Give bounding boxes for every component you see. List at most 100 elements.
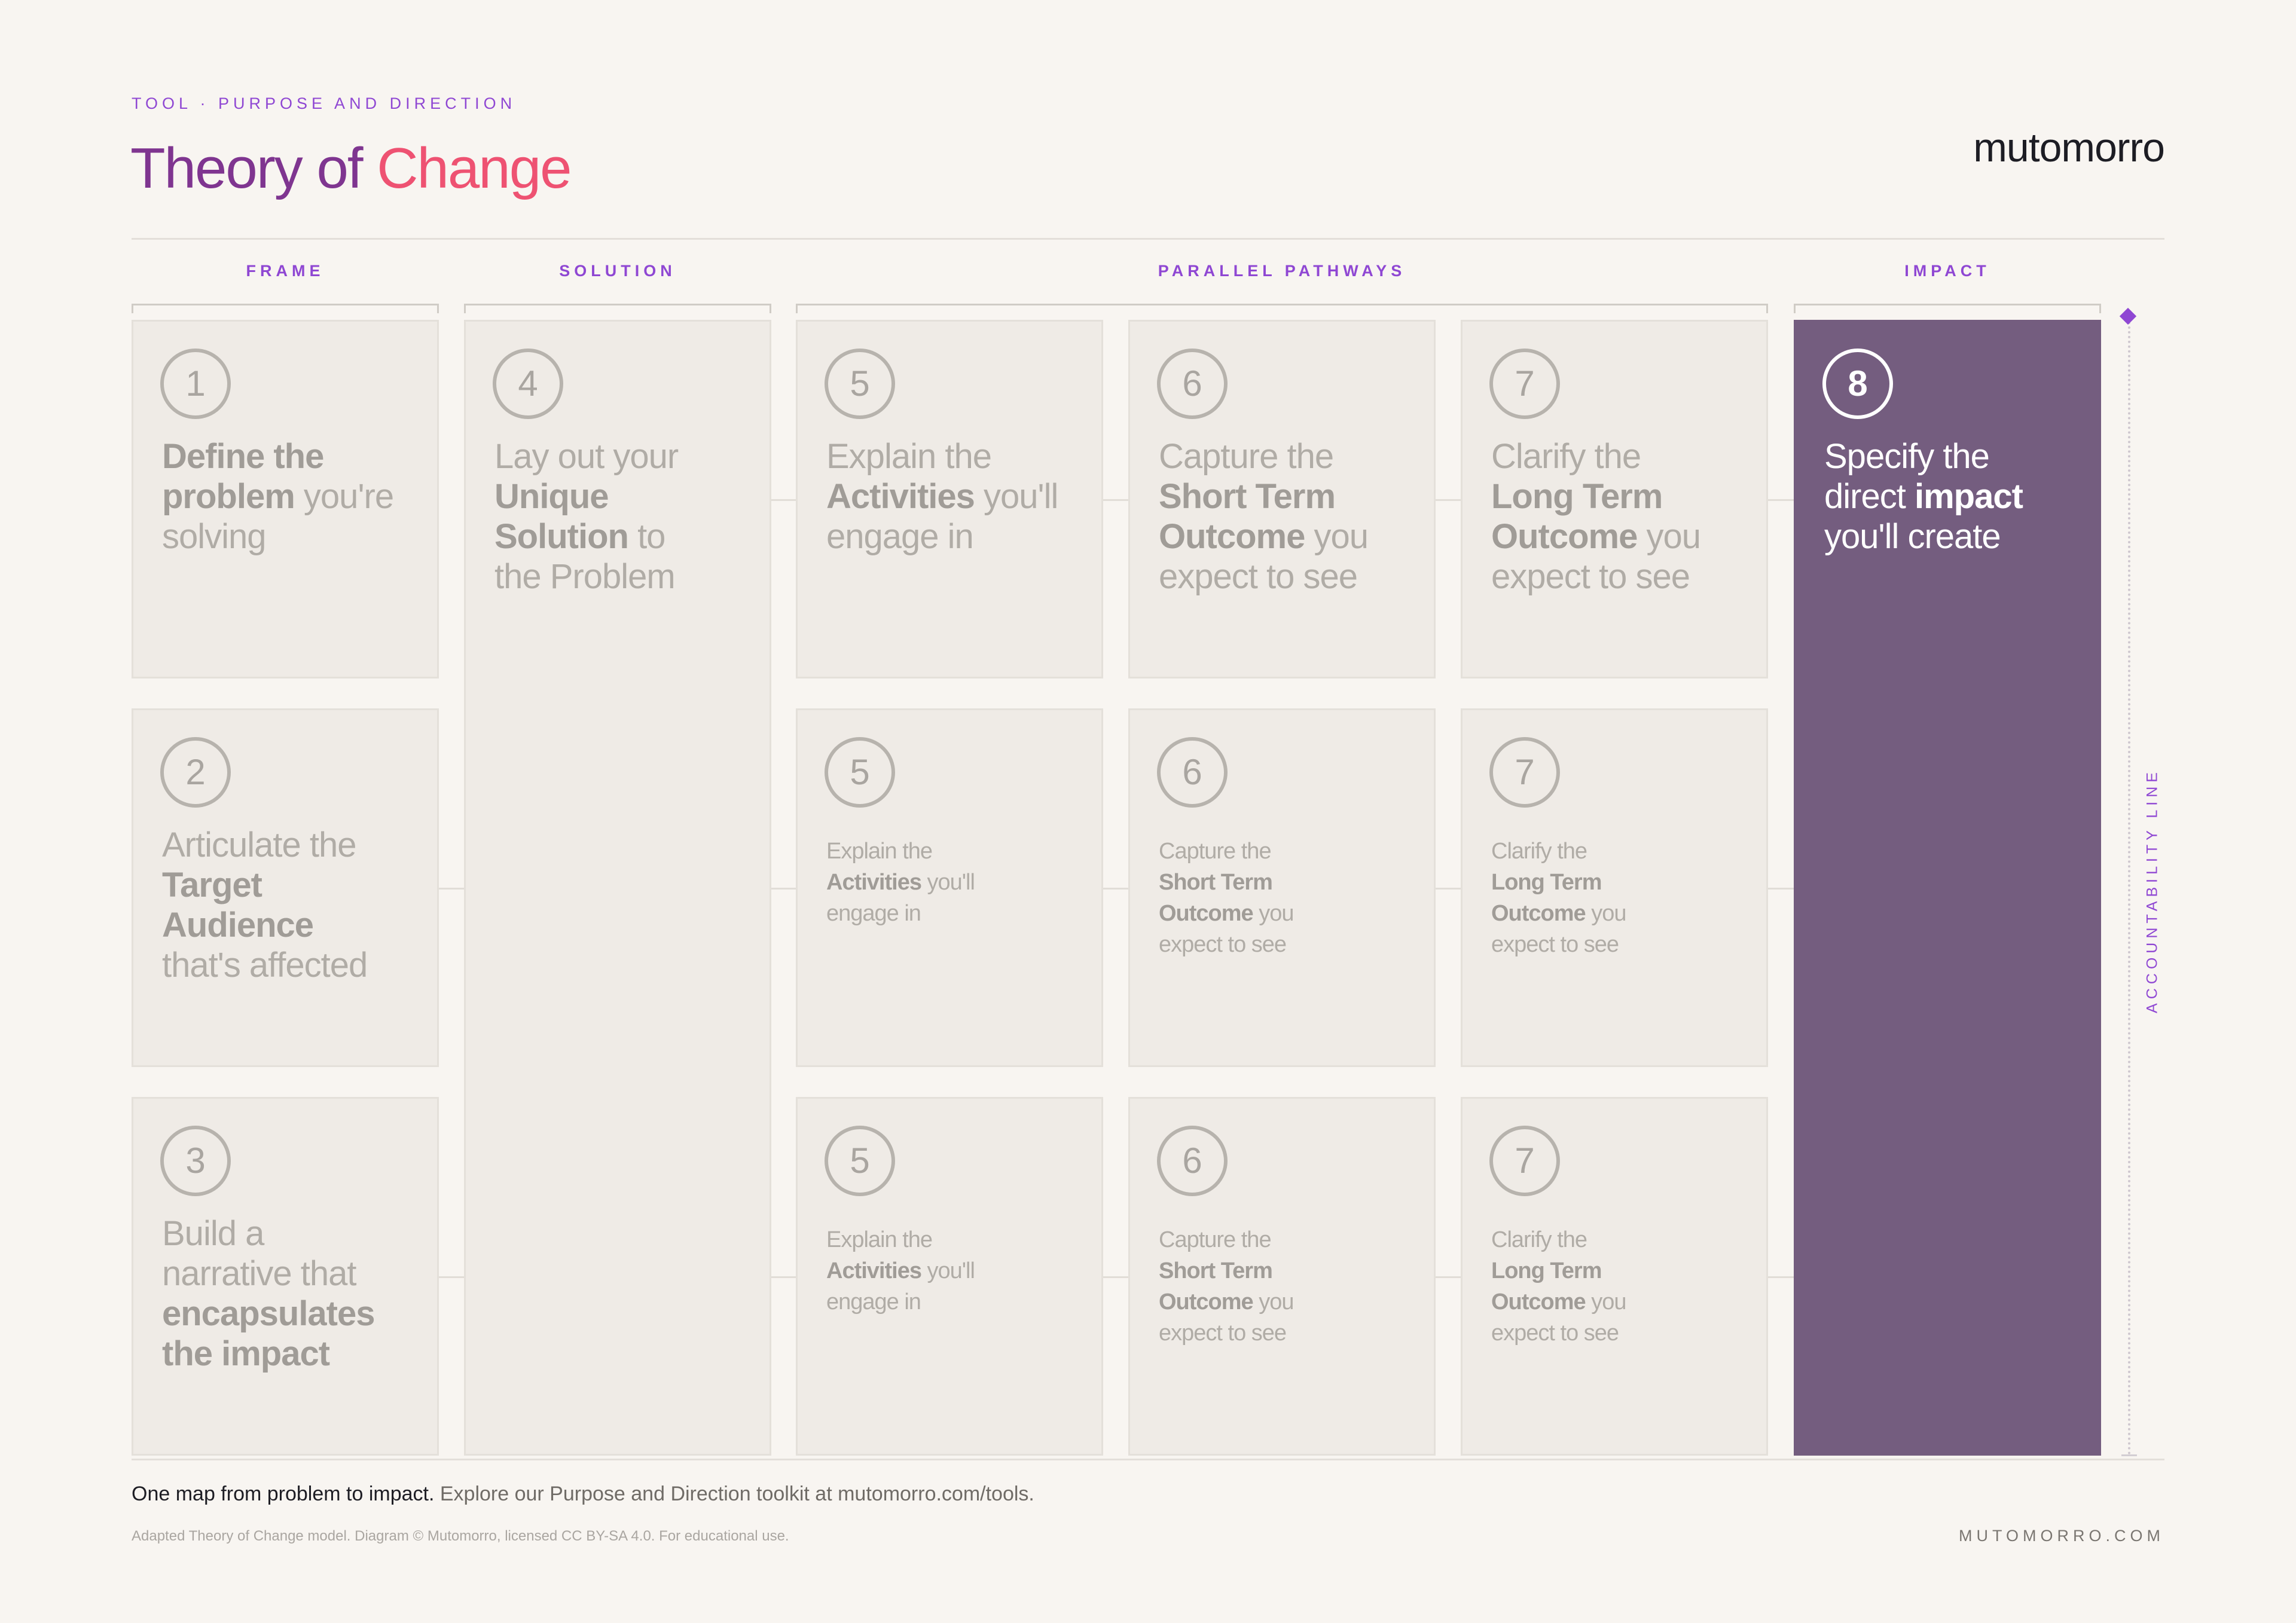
emphasis: Outcome <box>1491 517 1638 556</box>
bracket-frame <box>132 304 439 313</box>
connector <box>1768 499 1794 501</box>
step-text-line: Solution to <box>494 516 752 557</box>
step-box-4-unique-solution: 4 Lay out your Unique Solution to the Probl… <box>464 320 771 1456</box>
text-segment: Lay out your <box>494 437 679 476</box>
text-segment: Capture the <box>1159 437 1334 476</box>
step-text-line: solving <box>162 516 419 557</box>
step-text-line: problem you're <box>162 476 419 516</box>
step-text-line: Articulate the <box>162 825 419 865</box>
emphasis: the impact <box>162 1334 330 1373</box>
text-segment: narrative that <box>162 1254 357 1293</box>
footer-lead: One map from problem to impact. Explore … <box>132 1483 1034 1506</box>
footer-lead-rest: Explore our Purpose and Direction toolki… <box>434 1483 1034 1505</box>
text-segment: Articulate the <box>162 826 357 864</box>
accountability-line-end <box>2121 1454 2137 1456</box>
step-text-line: Capture the <box>1159 436 1416 476</box>
step-number-4: 4 <box>493 349 563 419</box>
step-text-line: Define the <box>162 436 419 476</box>
connector <box>1103 499 1128 501</box>
text-segment: expect to see <box>1491 1321 1619 1346</box>
text-segment: Capture the <box>1159 839 1272 864</box>
emphasis: Long Term <box>1491 870 1602 895</box>
text-segment: Specify the <box>1824 437 1990 476</box>
step-number-3: 3 <box>160 1126 231 1196</box>
connector <box>1436 1276 1461 1278</box>
group-label-frame: FRAME <box>246 262 325 280</box>
step-text: Lay out your Unique Solution to the Problem <box>494 436 752 597</box>
text-segment: you'll <box>921 870 975 895</box>
bracket-parallel-pathways <box>796 304 1768 313</box>
step-text-line: Long Term <box>1491 867 1748 898</box>
step-number-5: 5 <box>825 349 895 419</box>
step-text-line: Target <box>162 865 419 905</box>
text-segment: you'll create <box>1824 517 2001 556</box>
step-text-line: expect to see <box>1491 1318 1748 1349</box>
text-segment: engage in <box>826 1289 921 1315</box>
accountability-line <box>2128 317 2130 1456</box>
step-text: Capture the Short Term Outcome you expect t… <box>1159 436 1416 597</box>
accountability-label: ACCOUNTABILITY LINE <box>2144 768 2161 1013</box>
step-text-line: Build a <box>162 1214 419 1254</box>
step-text-line: Outcome you <box>1491 1286 1748 1318</box>
step-box-6-short-term-outcome: 6 Capture the Short Term Outcome you expect… <box>1128 320 1436 678</box>
step-text-line: engage in <box>826 1286 1083 1318</box>
text-segment: the Problem <box>494 557 676 596</box>
step-text: Clarify the Long Term Outcome you expect to… <box>1491 836 1748 960</box>
emphasis: impact <box>1914 477 2023 516</box>
step-number-6: 6 <box>1157 1126 1228 1196</box>
step-box-5-activities: 5 Explain the Activities you'll engage in <box>796 708 1103 1067</box>
step-text-line: Lay out your <box>494 436 752 476</box>
step-text-line: expect to see <box>1159 557 1416 597</box>
bottom-divider <box>132 1459 2164 1460</box>
text-segment: you'll <box>974 477 1058 516</box>
emphasis: Target <box>162 866 262 904</box>
title-part-2: Change <box>362 136 572 200</box>
connector <box>1436 888 1461 890</box>
step-box-8-impact: 8 Specify the direct impact you'll create <box>1794 320 2101 1456</box>
step-text-line: encapsulates <box>162 1294 419 1334</box>
text-segment: you <box>1585 901 1626 926</box>
emphasis: Outcome <box>1491 901 1586 926</box>
step-text-line: Audience <box>162 905 419 945</box>
emphasis: Audience <box>162 906 314 945</box>
step-box-3-narrative: 3 Build a narrative that encapsulates the i… <box>132 1097 439 1456</box>
step-text-line: Short Term <box>1159 867 1416 898</box>
step-text-line: Unique <box>494 476 752 516</box>
step-text-line: Outcome you <box>1159 1286 1416 1318</box>
footer-lead-strong: One map from problem to impact. <box>132 1483 435 1505</box>
text-segment: you <box>1637 517 1701 556</box>
step-text-line: expect to see <box>1491 929 1748 960</box>
text-segment: engage in <box>826 517 974 556</box>
step-text-line: Activities you'll <box>826 476 1083 516</box>
text-segment: Explain the <box>826 839 933 864</box>
step-text-line: direct impact <box>1824 476 2081 516</box>
connector <box>439 888 464 890</box>
step-text-line: engage in <box>826 898 1083 929</box>
step-text-line: Clarify the <box>1491 836 1748 867</box>
connector <box>439 1276 464 1278</box>
step-text: Clarify the Long Term Outcome you expect to… <box>1491 1224 1748 1349</box>
emphasis: encapsulates <box>162 1294 375 1333</box>
step-text: Articulate the Target Audience that's affec… <box>162 825 419 985</box>
text-segment: you'll <box>921 1258 975 1283</box>
step-box-6-short-term-outcome: 6 Capture the Short Term Outcome you expect… <box>1128 1097 1436 1456</box>
emphasis: problem <box>162 477 295 516</box>
connector <box>1436 499 1461 501</box>
emphasis: Activities <box>826 477 975 516</box>
text-segment: expect to see <box>1159 557 1358 596</box>
step-text-line: you'll create <box>1824 516 2081 557</box>
step-box-7-long-term-outcome: 7 Clarify the Long Term Outcome you expect … <box>1461 1097 1768 1456</box>
step-box-7-long-term-outcome: 7 Clarify the Long Term Outcome you expect … <box>1461 320 1768 678</box>
connector <box>771 499 796 501</box>
step-number-6: 6 <box>1157 349 1228 419</box>
connector <box>1768 888 1794 890</box>
text-segment: expect to see <box>1159 1321 1287 1346</box>
step-text: Define the problem you're solving <box>162 436 419 557</box>
step-text-line: Capture the <box>1159 836 1416 867</box>
text-segment: direct <box>1824 477 1915 516</box>
brand-logo: mutomorro <box>1973 125 2165 170</box>
text-segment: Clarify the <box>1491 1227 1587 1252</box>
text-segment: engage in <box>826 901 921 926</box>
step-text-line: Explain the <box>826 836 1083 867</box>
